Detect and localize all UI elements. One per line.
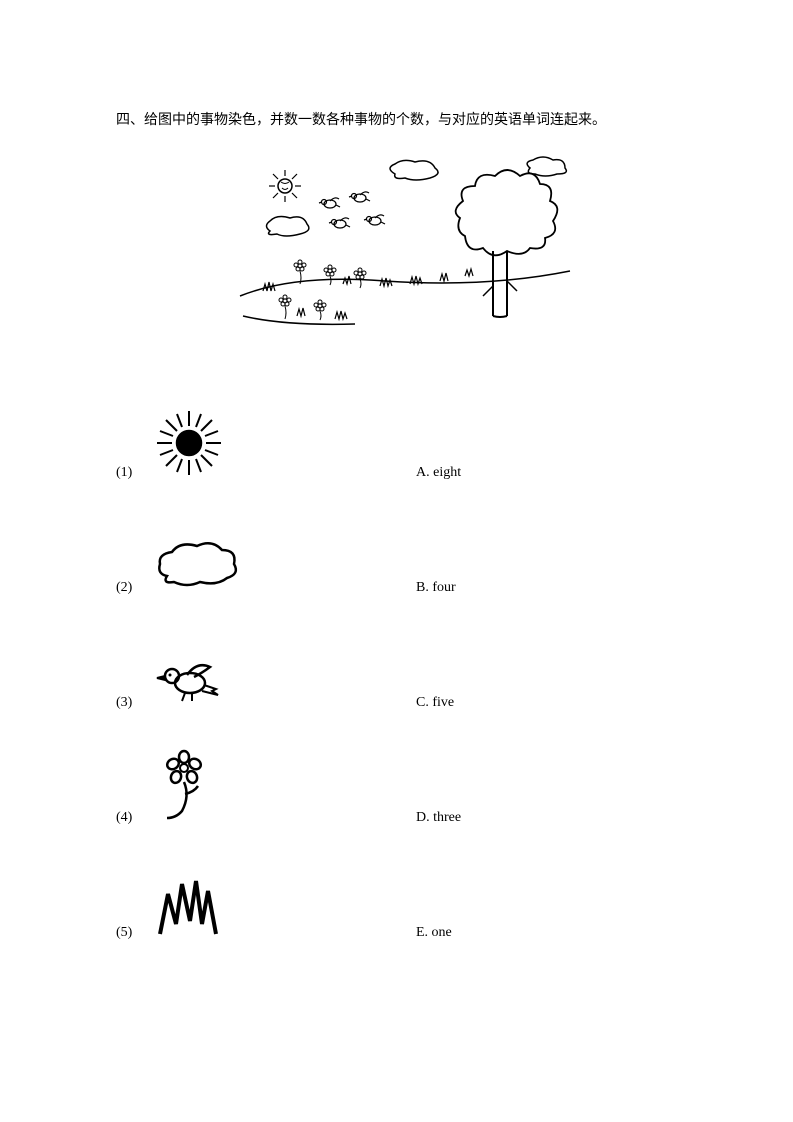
flower-icon <box>152 746 217 831</box>
item-row-4: (4) D. three <box>116 736 693 831</box>
grass-icon <box>152 876 227 946</box>
answer-option: E. one <box>416 925 452 941</box>
instruction-text: 四、给图中的事物染色，并数一数各种事物的个数，与对应的英语单词连起来。 <box>116 110 693 131</box>
answer-option: B. four <box>416 580 456 596</box>
matching-items: (1) <box>116 391 693 946</box>
item-number: (2) <box>116 580 132 596</box>
bird-icon <box>152 651 227 716</box>
item-number: (4) <box>116 810 132 826</box>
item-row-2: (2) B. four <box>116 506 693 601</box>
sun-icon <box>152 406 227 486</box>
answer-option: A. eight <box>416 465 461 481</box>
cloud-icon <box>152 536 242 601</box>
item-number: (3) <box>116 695 132 711</box>
main-scene-image <box>116 156 693 341</box>
item-row-3: (3) C. five <box>116 621 693 716</box>
answer-option: D. three <box>416 810 461 826</box>
item-row-5: (5) E. one <box>116 851 693 946</box>
item-number: (5) <box>116 925 132 941</box>
item-row-1: (1) <box>116 391 693 486</box>
item-number: (1) <box>116 465 132 481</box>
answer-option: C. five <box>416 695 454 711</box>
